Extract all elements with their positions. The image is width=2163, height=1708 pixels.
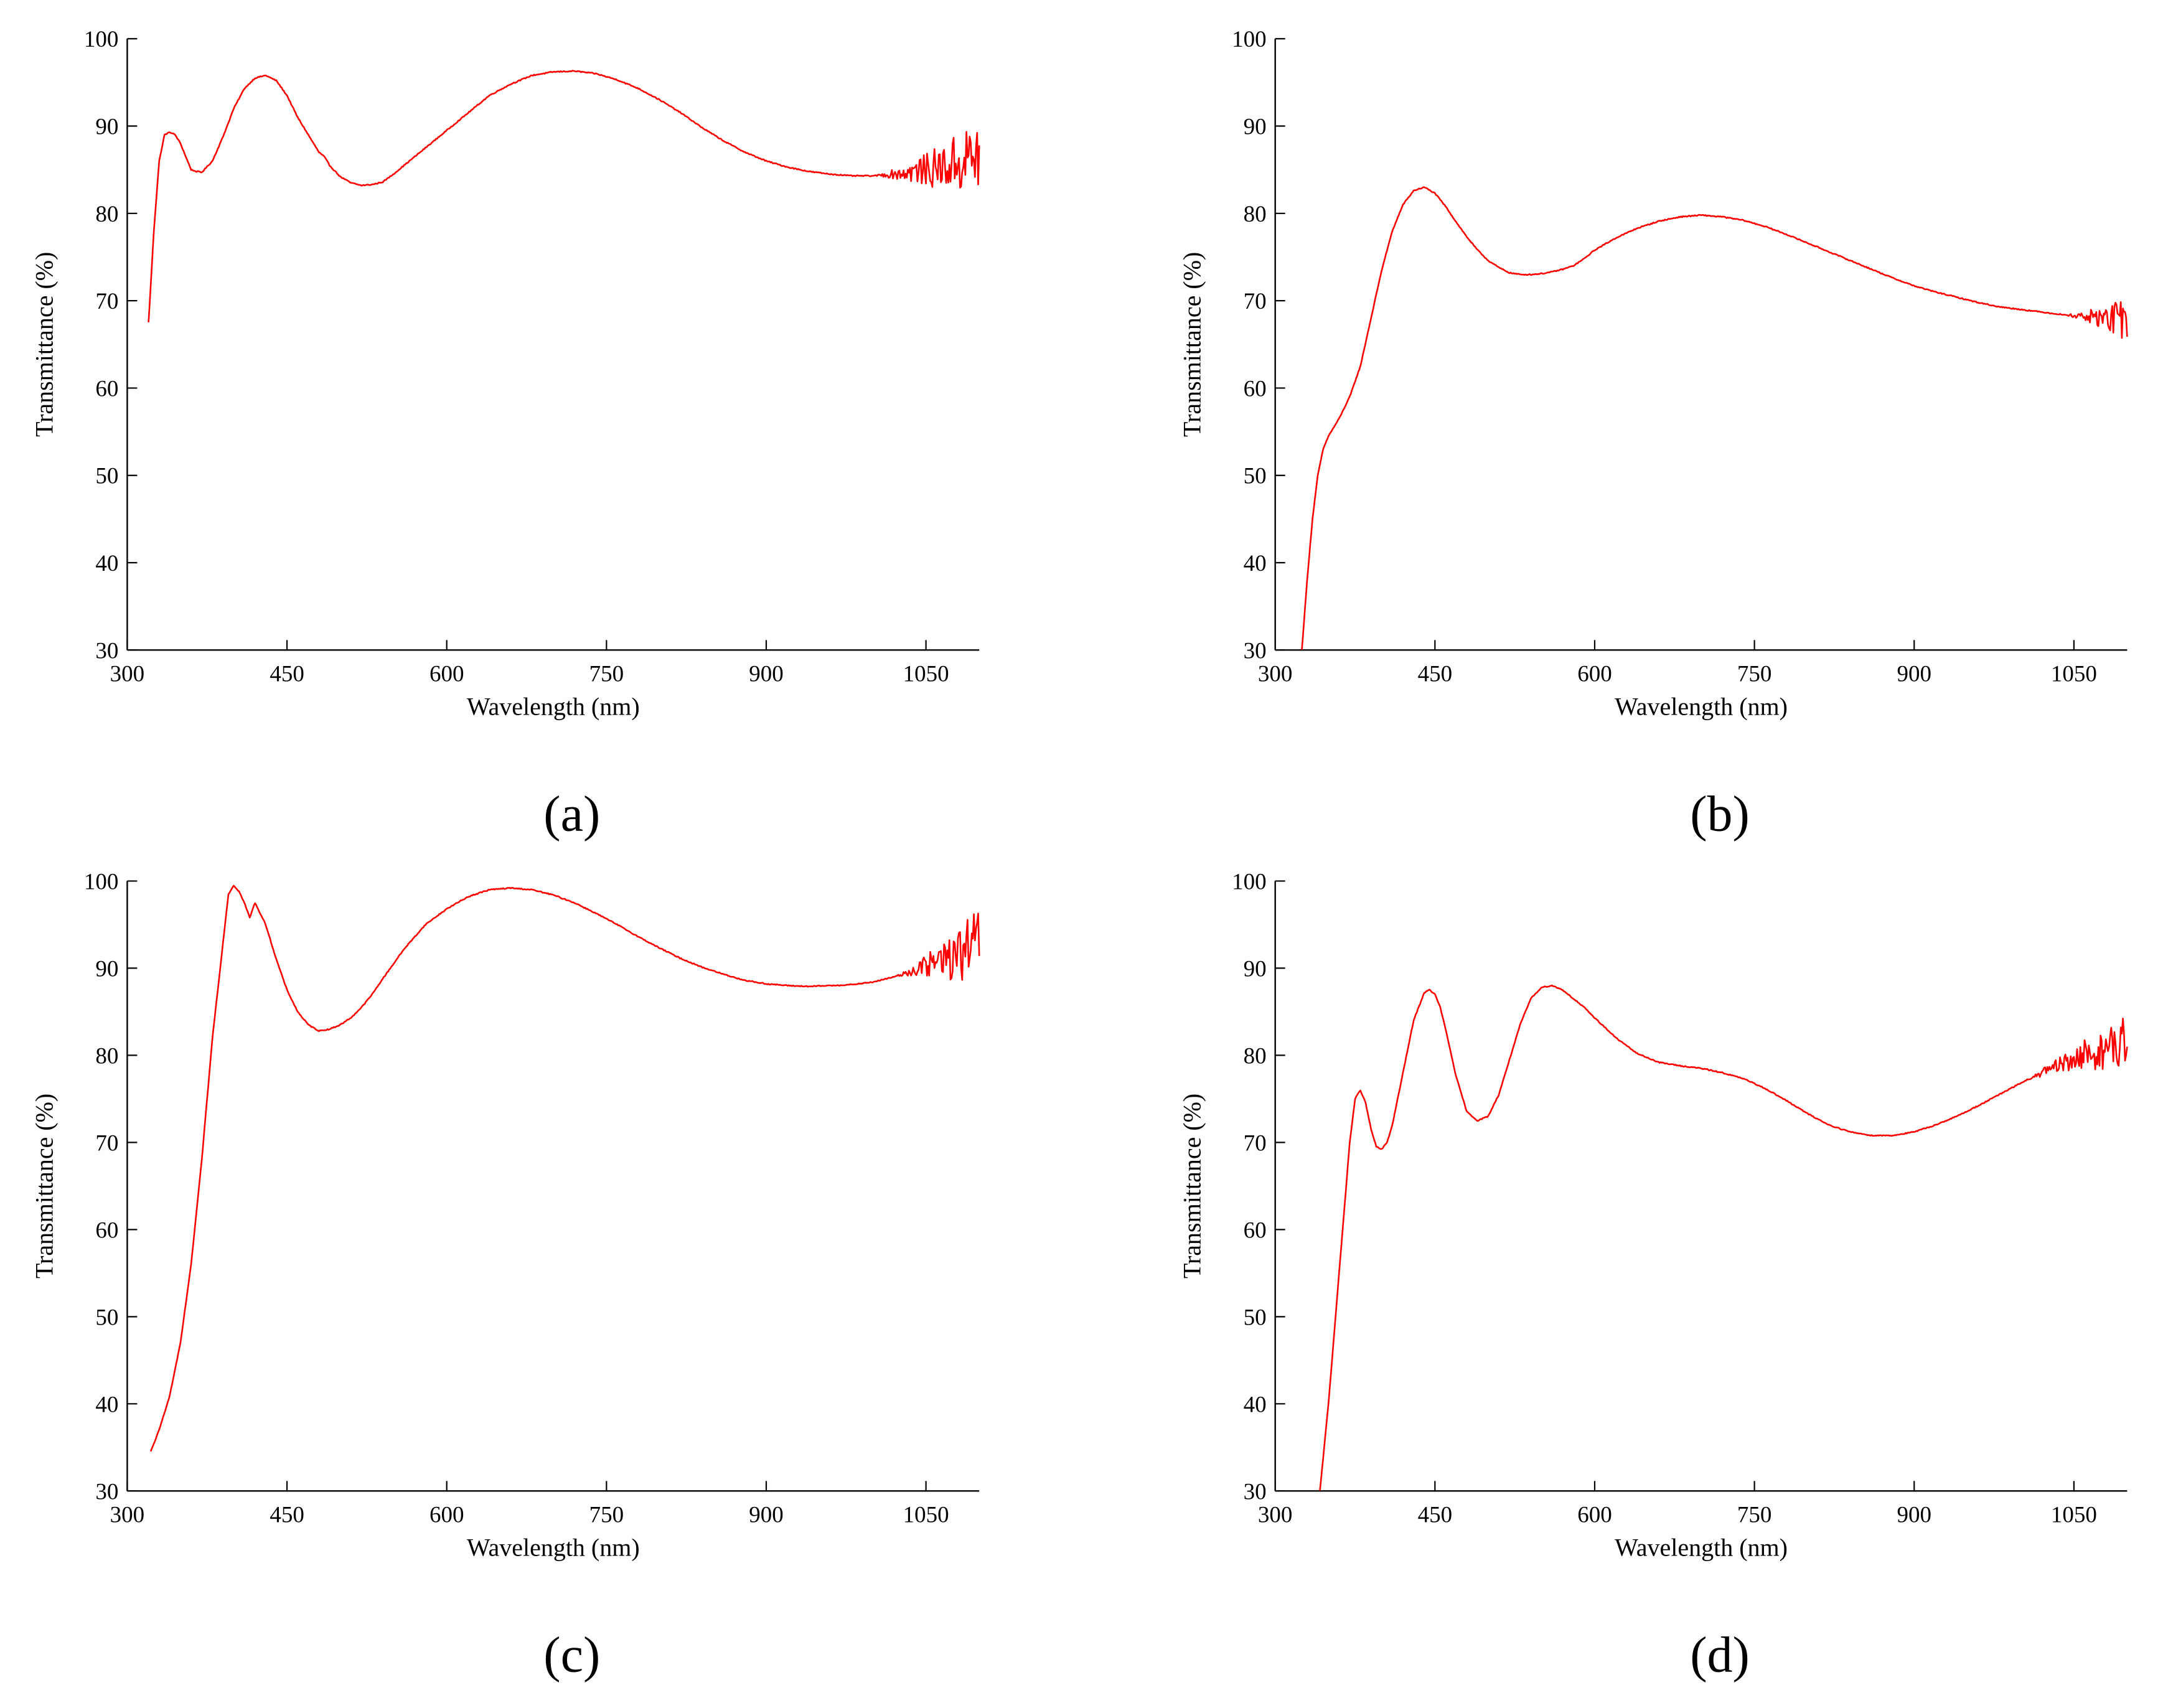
panel-c: 30 40 50 60 70 80 90 100 300 450 600 750 900 1050 Tra… [30,869,980,1682]
panel-d-y-tick-label: 30 [1244,1479,1267,1504]
panel-c-x-tick-label: 750 [589,1502,624,1527]
panel-b-y-tick-label: 90 [1244,115,1267,140]
panel-c-x-tick-label: 900 [749,1502,784,1527]
panel-b-y-tick-label: 100 [1232,27,1267,52]
panel-c-y-tick-label: 50 [95,1305,118,1330]
panel-c-x-axis-label: Wavelength (nm) [467,1533,640,1561]
panel-c-x-tick-label: 1050 [903,1502,949,1527]
panel-a-x-tick-label: 300 [110,661,145,687]
panel-b-x-tick-label: 450 [1418,661,1453,687]
panel-c-y-tick-label: 100 [84,869,119,894]
panel-a-x-tick-label: 1050 [903,661,949,687]
panel-b-x-tick-label: 1050 [2051,661,2097,687]
panel-b-x-tick-label: 600 [1577,661,1612,687]
panel-b-x-tick-label: 900 [1897,661,1931,687]
panel-a-x-tick-label: 900 [749,661,784,687]
panel-c-y-tick-label: 90 [95,956,118,982]
panel-c-y-tick-label: 40 [95,1392,118,1417]
panel-b-label: (b) [1690,785,1750,842]
panel-a: 30 40 50 60 70 80 90 100 300 450 600 750 900 1050 Tra… [30,27,980,842]
panel-a-x-tick-label: 750 [589,661,624,687]
panel-d-y-tick-label: 60 [1244,1218,1267,1243]
panel-b-x-tick-label: 750 [1737,661,1772,687]
panel-a-tick-labels: 30 40 50 60 70 80 90 100 300 450 600 750 900 1050 [84,27,949,687]
panel-d-transmittance-line [1319,984,2128,1491]
panel-c-transmittance-line [149,884,980,1452]
panel-a-x-tick-label: 450 [270,661,304,687]
panel-b-series [1301,186,2128,650]
panel-a-axes [126,38,980,651]
panel-c-axes [126,880,980,1492]
panel-b-y-tick-label: 50 [1244,464,1267,489]
panel-a-transmittance-line [148,70,980,322]
panel-d-y-axis-label: Transmittance (%) [1178,1094,1206,1279]
panel-b-transmittance-line [1301,186,2128,650]
panel-c-x-tick-label: 600 [429,1502,464,1527]
panel-a-x-axis-label: Wavelength (nm) [467,692,640,720]
panel-c-y-tick-label: 80 [95,1043,118,1069]
panel-c-x-tick-label: 450 [270,1502,304,1527]
panel-a-y-tick-label: 70 [95,289,118,314]
panel-a-y-tick-label: 50 [95,464,118,489]
panel-b-y-tick-label: 40 [1244,551,1267,576]
panel-d-y-tick-label: 70 [1244,1130,1267,1156]
panel-c-y-tick-label: 70 [95,1130,118,1156]
panel-b-tick-labels: 30 40 50 60 70 80 90 100 300 450 600 750 900 1050 [1232,27,2097,687]
panel-a-series [148,70,980,322]
panel-d-y-tick-label: 50 [1244,1305,1267,1330]
panel-b-axes [1274,38,2128,651]
panel-a-y-tick-label: 100 [84,27,119,52]
panel-c-series [149,884,980,1452]
panel-d-y-tick-label: 100 [1232,869,1267,894]
panel-d-y-tick-label: 80 [1244,1043,1267,1069]
panel-d-series [1319,984,2128,1491]
panel-d-x-tick-label: 300 [1258,1502,1293,1527]
panel-b-y-tick-label: 80 [1244,202,1267,227]
panel-a-y-tick-label: 30 [95,638,118,664]
panel-b-x-axis-label: Wavelength (nm) [1615,692,1788,720]
panel-c-y-tick-label: 60 [95,1218,118,1243]
panel-a-y-tick-label: 40 [95,551,118,576]
panel-d-label: (d) [1690,1626,1750,1682]
panel-a-x-tick-label: 600 [429,661,464,687]
panel-a-label: (a) [543,785,600,842]
panel-d-tick-labels: 30 40 50 60 70 80 90 100 300 450 600 750 900 1050 [1232,869,2097,1527]
panel-d-x-tick-label: 1050 [2051,1502,2097,1527]
panel-c-label: (c) [543,1626,600,1682]
panel-d-y-tick-label: 90 [1244,956,1267,982]
panel-a-y-tick-label: 60 [95,376,118,401]
panel-d-x-tick-label: 900 [1897,1502,1931,1527]
panel-d-x-tick-label: 750 [1737,1502,1772,1527]
panel-b-y-tick-label: 60 [1244,376,1267,401]
panel-d-x-axis-label: Wavelength (nm) [1615,1533,1788,1561]
panel-b-y-tick-label: 30 [1244,638,1267,664]
panel-d-x-tick-label: 600 [1577,1502,1612,1527]
panel-c-x-tick-label: 300 [110,1502,145,1527]
panel-d-x-tick-label: 450 [1418,1502,1453,1527]
panel-c-tick-labels: 30 40 50 60 70 80 90 100 300 450 600 750 900 1050 [84,869,949,1527]
panel-a-y-axis-label: Transmittance (%) [30,252,58,437]
panel-b-x-tick-label: 300 [1258,661,1293,687]
panel-d-axes [1274,880,2128,1492]
panel-c-y-axis-label: Transmittance (%) [30,1094,58,1279]
panel-d: 30 40 50 60 70 80 90 100 300 450 600 750 900 1050 Tra… [1178,869,2128,1682]
panel-b-y-tick-label: 70 [1244,289,1267,314]
panel-a-y-tick-label: 80 [95,202,118,227]
panel-a-y-tick-label: 90 [95,115,118,140]
panel-c-y-tick-label: 30 [95,1479,118,1504]
panel-b: 30 40 50 60 70 80 90 100 300 450 600 750 900 1050 Tra… [1178,27,2128,842]
panel-d-y-tick-label: 40 [1244,1392,1267,1417]
panel-b-y-axis-label: Transmittance (%) [1178,252,1206,437]
